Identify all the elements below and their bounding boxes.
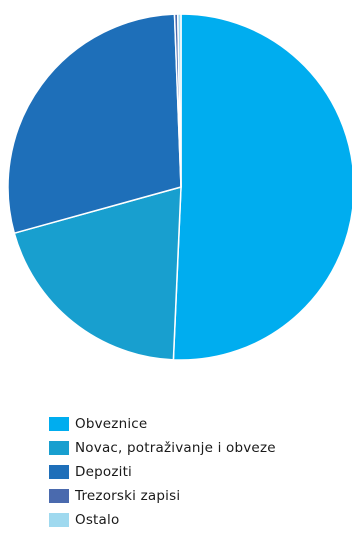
pie-chart (7, 13, 352, 361)
chart-legend: Obveznice Novac, potraživanje i obveze Dep… (49, 413, 276, 533)
legend-swatch (49, 440, 69, 455)
legend-label: Obveznice (75, 415, 148, 432)
legend-swatch (49, 488, 69, 503)
pie-slice-4[interactable] (176, 13, 182, 188)
legend-label: Ostalo (75, 511, 120, 528)
legend-item[interactable]: Obveznice (49, 413, 276, 434)
pie-chart-area (7, 13, 352, 361)
legend-swatch (49, 416, 69, 431)
legend-label: Trezorski zapisi (75, 487, 181, 504)
legend-item[interactable]: Depoziti (49, 461, 276, 482)
pie-slice-0[interactable] (172, 13, 352, 361)
pie-slice-2[interactable] (7, 13, 182, 234)
legend-swatch (49, 464, 69, 479)
legend-item[interactable]: Novac, potraživanje i obveze (49, 437, 276, 458)
legend-item[interactable]: Ostalo (49, 509, 276, 530)
legend-label: Novac, potraživanje i obveze (75, 439, 276, 456)
pie-slice-1[interactable] (13, 186, 182, 361)
legend-swatch (49, 512, 69, 527)
legend-item[interactable]: Trezorski zapisi (49, 485, 276, 506)
legend-label: Depoziti (75, 463, 133, 480)
